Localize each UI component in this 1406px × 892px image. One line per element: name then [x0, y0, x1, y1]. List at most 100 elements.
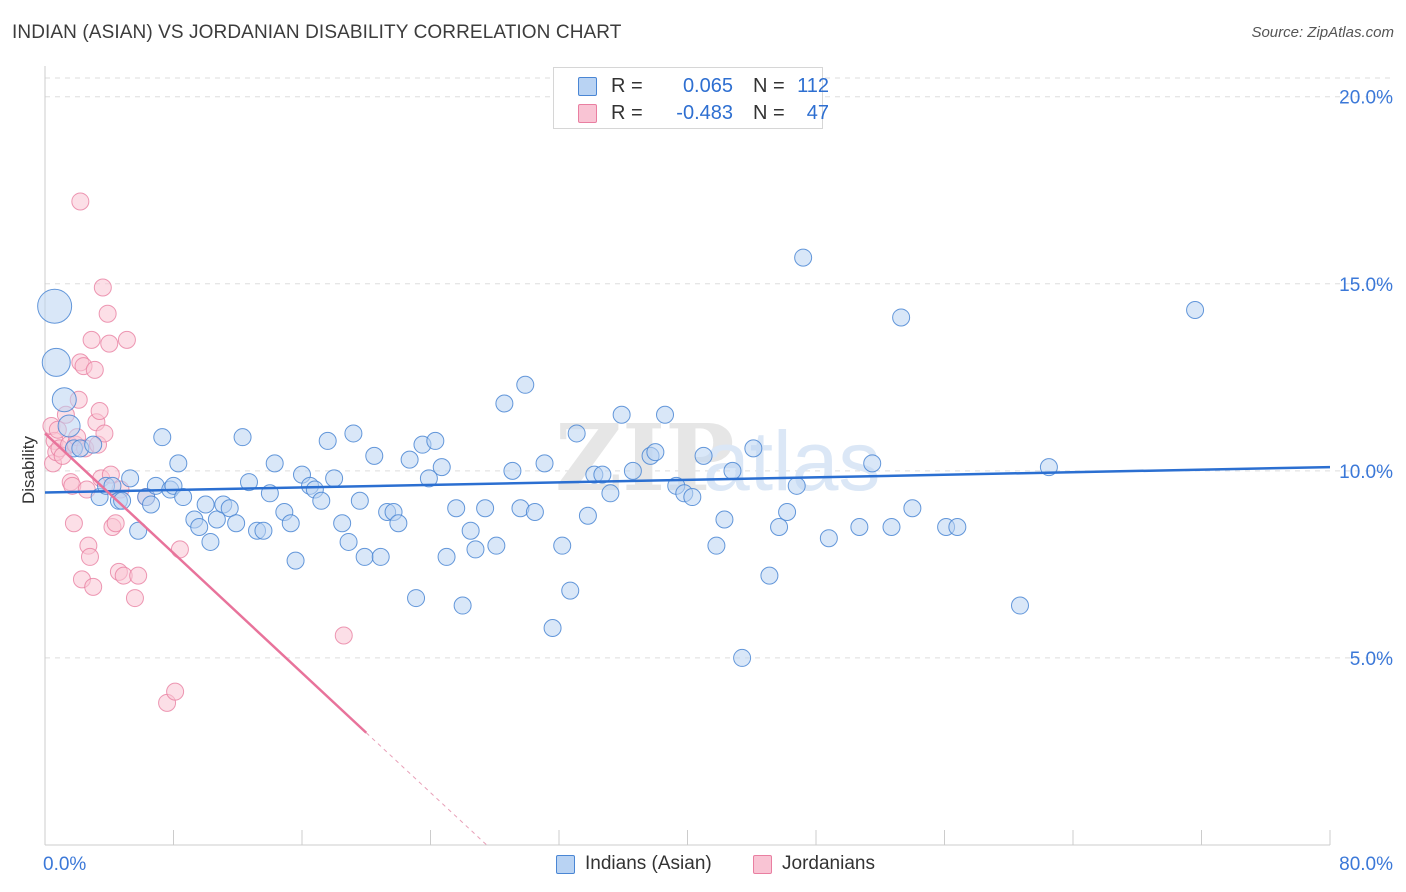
indians-point [153, 428, 172, 447]
indians-point [561, 581, 580, 600]
indians-point [121, 469, 140, 488]
indians-point [819, 529, 838, 548]
chart-source: Source: ZipAtlas.com [1251, 24, 1394, 41]
indians-point [476, 499, 495, 518]
indians-point [733, 648, 752, 667]
legend-r-label: R = [611, 101, 643, 124]
indians-point [254, 521, 273, 540]
indians-point [84, 435, 103, 454]
jordanians-point [125, 589, 144, 608]
indians-point [683, 488, 702, 507]
jordanians-point [90, 401, 109, 420]
bottom-legend-swatch-pink [753, 854, 772, 874]
indians-point [850, 517, 869, 536]
indians-point [760, 566, 779, 585]
legend-n-value: 47 [806, 101, 829, 124]
indians-point [646, 443, 665, 462]
bottom-legend-label: Indians (Asian) [585, 853, 712, 874]
legend-swatch-pink [578, 103, 597, 123]
indians-point [129, 521, 148, 540]
indians-point [41, 347, 71, 377]
legend-swatch-blue [578, 76, 597, 96]
indians-point [553, 536, 572, 555]
indians-trend-line [44, 465, 1331, 494]
legend-r-label: R = [611, 74, 643, 97]
indians-point [656, 405, 675, 424]
y-tick-label: 15.0% [1339, 275, 1393, 296]
jordanians-point [129, 566, 148, 585]
indians-point [113, 491, 132, 510]
y-tick-label: 20.0% [1339, 88, 1393, 109]
indians-point [350, 491, 369, 510]
indians-point [239, 473, 258, 492]
indians-point [567, 424, 586, 443]
indians-point [601, 484, 620, 503]
indians-point [863, 454, 882, 473]
indians-point [612, 405, 631, 424]
indians-point [744, 439, 763, 458]
indians-point [190, 517, 209, 536]
jordanians-point [117, 330, 136, 349]
bottom-legend-swatch-blue [556, 854, 575, 874]
bottom-legend-label: Jordanians [782, 853, 875, 874]
indians-point [882, 517, 901, 536]
jordanians-point [80, 547, 99, 566]
indians-point [265, 454, 284, 473]
indians-point [37, 288, 73, 324]
jordanians-point [170, 540, 189, 559]
indians-point [723, 461, 742, 480]
indians-point [201, 532, 220, 551]
indians-point [903, 499, 922, 518]
trend-lines [44, 432, 1331, 846]
indians-point [57, 414, 81, 438]
indians-point [312, 491, 331, 510]
indians-point [419, 469, 438, 488]
x-tick-label: 80.0% [1339, 854, 1393, 875]
indians-point [466, 540, 485, 559]
jordanians-point [71, 192, 90, 211]
indians-point [233, 428, 252, 447]
indians-point [142, 495, 161, 514]
jordanians-point [85, 360, 104, 379]
jordanians-trend-extension [365, 732, 488, 846]
jordanians-point [166, 682, 185, 701]
indians-point [487, 536, 506, 555]
indians-point [892, 308, 911, 327]
jordanians-trend-line [44, 432, 368, 734]
indians-point [196, 495, 215, 514]
indians-point [286, 551, 305, 570]
indians-point [461, 521, 480, 540]
jordanians-point [82, 330, 101, 349]
indians-point [318, 431, 337, 450]
indians-point [400, 450, 419, 469]
indians-point [535, 454, 554, 473]
legend-n-label: N = [753, 101, 785, 124]
legend-n-label: N = [753, 74, 785, 97]
indians-point [355, 547, 374, 566]
legend-row-indians: R = 0.065 N = 112 [578, 73, 829, 99]
indians-point [333, 514, 352, 533]
jordanians-point [334, 626, 353, 645]
grid-lines [45, 77, 1395, 659]
indians-point [707, 536, 726, 555]
indians-point [407, 589, 426, 608]
indians-point [51, 387, 77, 413]
indians-point [281, 514, 300, 533]
y-tick-label: 10.0% [1339, 462, 1393, 483]
legend-row-jordanians: R = -0.483 N = 47 [578, 100, 829, 126]
indians-point [516, 375, 535, 394]
indians-point [495, 394, 514, 413]
indians-point [1186, 300, 1205, 319]
indians-point [432, 458, 451, 477]
legend-r-value: 0.065 [682, 74, 733, 97]
indians-point [770, 517, 789, 536]
legend-n-value: 112 [797, 74, 829, 97]
chart-title: INDIAN (ASIAN) VS JORDANIAN DISABILITY C… [12, 22, 622, 43]
jordanians-point [106, 514, 125, 533]
indians-point [389, 514, 408, 533]
indians-point [578, 506, 597, 525]
indians-point [794, 248, 813, 267]
indians-point [1010, 596, 1029, 615]
indians-point [623, 461, 642, 480]
